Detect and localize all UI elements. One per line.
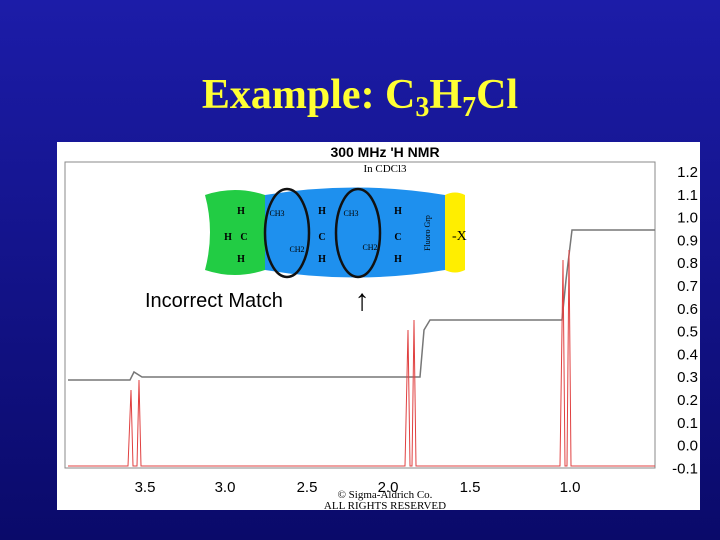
plot-frame [64,161,656,469]
y-tick-label: 1.0 [677,210,698,227]
y-tick-label: -0.1 [672,460,698,477]
x-tick-label: 1.0 [560,479,581,496]
y-tick-label: 0.3 [677,369,698,386]
y-tick-label: 0.8 [677,255,698,272]
y-tick-label: 0.6 [677,301,698,318]
y-tick-label: 0.2 [677,392,698,409]
molecule-diagram: H H C H H C H H C H CH3 CH2 CH3 CH2 Fluo… [205,187,467,279]
copyright: © Sigma-Aldrich Co. [338,489,433,501]
spectrum-solvent: In CDCl3 [363,163,407,175]
y-tick-label: 0.1 [677,415,698,432]
group-label: CH2 [289,245,304,254]
y-tick-label: 0.5 [677,324,698,341]
spectrum-peaks [68,249,655,467]
y-tick-label: 1.2 [677,164,698,181]
y-tick-label: 1.1 [677,187,698,204]
x-tick-label: 3.0 [215,479,236,496]
y-ticks: 1.2 1.1 1.0 0.9 0.8 0.7 0.6 0.5 0.4 0.3 0.2 0.1 0.0 -… [672,164,698,477]
title-part: Example: C [202,72,416,118]
y-tick-label: 0.9 [677,232,698,249]
group-label: CH3 [343,209,358,218]
atom: H [318,254,326,265]
group-region [445,192,465,273]
title-sub: 7 [462,92,476,123]
group-label: CH2 [362,243,377,252]
x-tick-label: 2.0 [378,479,399,496]
methyl-region [205,190,265,275]
x-tick-label: 2.5 [297,479,318,496]
arrow: ↑ [355,284,370,317]
substituent: -X [452,229,467,244]
group-label: Fluoro Grp [423,215,432,251]
outline [334,187,382,279]
atom: H [237,254,245,265]
title-sub: 3 [415,92,429,123]
atom: C [318,232,325,243]
title-part: Cl [476,72,518,118]
outline [263,187,311,279]
atom: H [224,232,232,243]
x-tick-label: 3.5 [135,479,156,496]
atom: H [318,206,326,217]
integration-curve [68,229,655,381]
y-tick-label: 0.4 [677,346,698,363]
atom: H [237,206,245,217]
group-label: CH3 [269,209,284,218]
annotation: Incorrect Match [145,290,283,312]
atom: C [240,232,247,243]
x-tick-label: 1.5 [460,479,481,496]
rights: ALL RIGHTS RESERVED [324,500,446,512]
slide-title: Example: C3H7Cl [202,72,518,123]
title-part: H [429,72,462,118]
spectrum-heading: 300 MHz 'H NMR [330,144,439,160]
x-ticks: 3.5 3.0 2.5 2.0 1.5 1.0 [135,479,581,496]
atom: H [394,254,402,265]
atom: H [394,206,402,217]
y-tick-label: 0.7 [677,278,698,295]
chain-region [265,187,445,278]
y-tick-label: 0.0 [677,438,698,455]
atom: C [394,232,401,243]
